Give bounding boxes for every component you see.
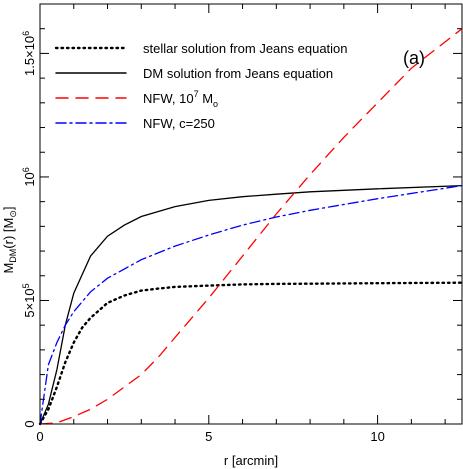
x-axis-label: r [arcmin] <box>224 453 278 468</box>
legend-entry: DM solution from Jeans equation <box>143 66 333 81</box>
panel-label: (a) <box>403 48 425 68</box>
series-line-2 <box>39 184 463 425</box>
x-tick-label: 5 <box>205 429 212 444</box>
series-line-4 <box>39 184 463 425</box>
legend: stellar solution from Jeans equation DM s… <box>54 41 348 131</box>
legend-entry: stellar solution from Jeans equation <box>143 41 348 56</box>
series-line-1 <box>38 281 463 426</box>
legend-entry: NFW, c=250 <box>143 116 215 131</box>
y-tick-label: 5×105 <box>21 283 37 317</box>
y-axis-label: MDM(r) [M⊙] <box>1 206 18 273</box>
y-tick-label: 106 <box>21 167 37 186</box>
series-line-3 <box>39 28 463 425</box>
plot-border <box>39 3 463 425</box>
y-tick-label: 0 <box>22 420 37 427</box>
x-tick-label: 10 <box>370 429 384 444</box>
ticks-layer: 0 5 10 0 5×105 106 1.5×106 <box>21 3 462 444</box>
series-layer <box>38 28 463 426</box>
plot-frame <box>39 3 463 425</box>
x-tick-label: 0 <box>36 429 43 444</box>
legend-entry: NFW, 107 Mo <box>143 89 218 109</box>
y-tick-label: 1.5×106 <box>21 31 37 76</box>
